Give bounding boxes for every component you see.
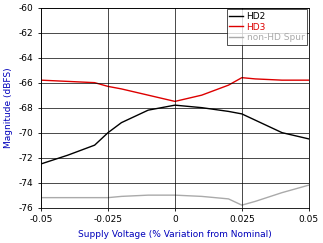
HD2 bbox=[280, 131, 284, 134]
non-HD Spur bbox=[240, 204, 244, 207]
HD3 bbox=[66, 80, 70, 83]
HD2 bbox=[93, 144, 97, 147]
HD3 bbox=[39, 79, 43, 82]
non-HD Spur bbox=[39, 196, 43, 199]
non-HD Spur bbox=[200, 195, 203, 198]
HD3 bbox=[120, 87, 123, 90]
HD3 bbox=[307, 79, 311, 82]
HD2 bbox=[106, 131, 110, 134]
non-HD Spur bbox=[226, 197, 230, 200]
HD2 bbox=[66, 154, 70, 156]
HD2 bbox=[120, 121, 123, 124]
non-HD Spur bbox=[120, 195, 123, 198]
Line: non-HD Spur: non-HD Spur bbox=[41, 185, 309, 205]
HD2 bbox=[200, 106, 203, 109]
HD2 bbox=[226, 110, 230, 113]
Line: HD2: HD2 bbox=[41, 105, 309, 164]
non-HD Spur bbox=[307, 184, 311, 187]
HD3 bbox=[280, 79, 284, 82]
non-HD Spur bbox=[280, 191, 284, 194]
HD2 bbox=[146, 109, 150, 112]
HD3 bbox=[200, 94, 203, 97]
Y-axis label: Magnitude (dBFS): Magnitude (dBFS) bbox=[4, 67, 13, 148]
non-HD Spur bbox=[106, 196, 110, 199]
HD3 bbox=[93, 81, 97, 84]
non-HD Spur bbox=[253, 200, 257, 203]
HD3 bbox=[106, 85, 110, 88]
HD2 bbox=[240, 113, 244, 115]
Line: HD3: HD3 bbox=[41, 78, 309, 101]
HD3 bbox=[146, 94, 150, 97]
HD3 bbox=[226, 84, 230, 87]
non-HD Spur bbox=[146, 194, 150, 197]
HD2 bbox=[253, 119, 257, 122]
non-HD Spur bbox=[93, 196, 97, 199]
X-axis label: Supply Voltage (% Variation from Nominal): Supply Voltage (% Variation from Nominal… bbox=[78, 230, 272, 239]
HD2 bbox=[307, 138, 311, 140]
HD2 bbox=[173, 104, 177, 107]
Legend: HD2, HD3, non-HD Spur: HD2, HD3, non-HD Spur bbox=[227, 9, 307, 45]
HD3 bbox=[240, 76, 244, 79]
HD2 bbox=[39, 162, 43, 165]
non-HD Spur bbox=[173, 194, 177, 197]
HD3 bbox=[173, 100, 177, 103]
non-HD Spur bbox=[66, 196, 70, 199]
HD3 bbox=[253, 78, 257, 80]
